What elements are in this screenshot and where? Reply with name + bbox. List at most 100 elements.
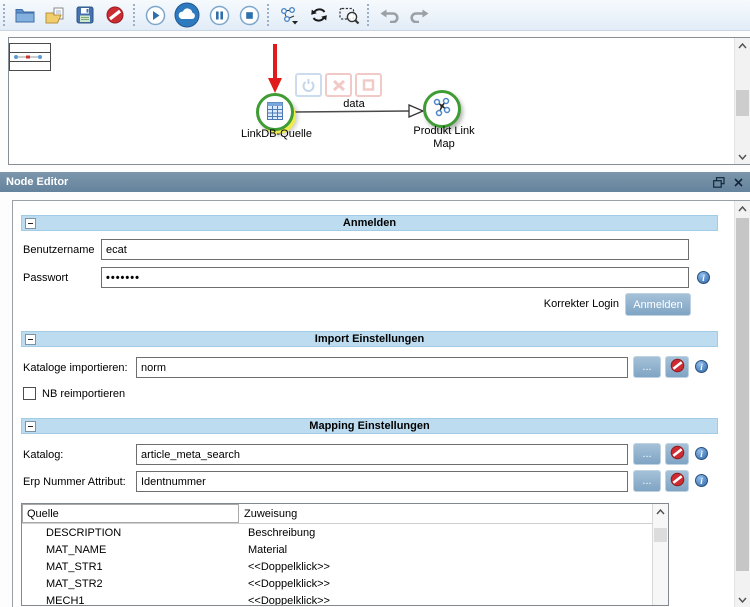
reimport-checkbox[interactable] <box>23 387 36 400</box>
run-button[interactable] <box>142 2 168 28</box>
clear-button[interactable] <box>665 443 689 465</box>
cell-zuweisung[interactable]: Material <box>248 543 288 556</box>
node-editor-panel: Anmelden Benutzername Passwort i Korrekt… <box>12 200 750 607</box>
table-row[interactable]: MAT_STR1 <<Doppelklick>> <box>22 558 668 575</box>
cell-quelle[interactable]: MAT_STR2 <box>46 577 103 590</box>
toolbar-grip[interactable] <box>367 4 369 26</box>
catalog-input[interactable] <box>136 444 628 465</box>
scroll-down-icon[interactable] <box>735 592 750 607</box>
clear-button[interactable] <box>665 356 689 378</box>
collapse-icon[interactable] <box>25 334 36 345</box>
redo-button[interactable] <box>406 2 432 28</box>
workflow-canvas[interactable]: data LinkDB-Quelle Produkt Link Map <box>8 37 750 165</box>
erp-input[interactable] <box>136 471 628 492</box>
cell-quelle[interactable]: MAT_NAME <box>46 543 107 556</box>
toolbar-grip[interactable] <box>267 4 269 26</box>
column-header-quelle[interactable]: Quelle <box>22 504 239 523</box>
browse-button[interactable]: ... <box>633 356 661 378</box>
refresh-button[interactable] <box>306 2 332 28</box>
edge-layer <box>268 44 425 118</box>
collapse-icon[interactable] <box>25 421 36 432</box>
section-title: Anmelden <box>342 217 397 229</box>
close-icon[interactable] <box>734 177 743 187</box>
table-row[interactable]: MECH1 <<Doppelklick>> <box>22 592 668 606</box>
info-icon[interactable]: i <box>695 474 708 487</box>
open-folder-button[interactable] <box>12 2 38 28</box>
panel-title: Node Editor <box>6 176 69 188</box>
stop-button[interactable] <box>236 2 262 28</box>
minimap-graph <box>10 53 50 62</box>
node-linkdb-quelle[interactable] <box>256 93 294 131</box>
reimport-checkbox-label: NB reimportieren <box>42 387 126 400</box>
clear-button[interactable] <box>665 470 689 492</box>
stop-node-icon[interactable] <box>355 73 382 97</box>
forbidden-icon <box>670 445 685 463</box>
info-icon[interactable]: i <box>695 360 708 373</box>
cell-zuweisung[interactable]: <<Doppelklick>> <box>248 577 330 590</box>
play-icon <box>145 5 166 26</box>
cell-quelle[interactable]: DESCRIPTION <box>46 526 122 539</box>
forbidden-icon <box>670 358 685 376</box>
undo-icon <box>380 7 399 23</box>
table-scrollbar[interactable] <box>652 504 668 605</box>
cell-zuweisung[interactable]: Beschreibung <box>248 526 316 539</box>
save-button[interactable] <box>72 2 98 28</box>
table-row[interactable]: MAT_STR2 <<Doppelklick>> <box>22 575 668 592</box>
toolbar-grip[interactable] <box>3 4 5 26</box>
float-window-icon[interactable] <box>713 176 725 188</box>
cell-quelle[interactable]: MECH1 <box>46 594 85 606</box>
scroll-up-icon[interactable] <box>735 201 750 216</box>
catalogs-input[interactable] <box>136 357 628 378</box>
scrollbar-thumb[interactable] <box>736 218 749 571</box>
info-icon[interactable]: i <box>695 447 708 460</box>
undo-button[interactable] <box>376 2 402 28</box>
scrollbar-thumb[interactable] <box>654 528 667 542</box>
catalog-label: Katalog: <box>23 448 64 461</box>
password-input[interactable] <box>101 267 689 288</box>
collapse-icon[interactable] <box>25 218 36 229</box>
minimap[interactable] <box>9 43 51 71</box>
node-produkt-link-map[interactable] <box>423 90 461 128</box>
delete-icon[interactable] <box>325 73 352 97</box>
table-row[interactable]: MAT_NAME Material <box>22 541 668 558</box>
power-icon[interactable] <box>295 73 322 97</box>
info-icon[interactable]: i <box>697 271 710 284</box>
table-icon <box>265 101 285 124</box>
browse-button[interactable]: ... <box>633 470 661 492</box>
pause-button[interactable] <box>206 2 232 28</box>
section-header-anmelden[interactable]: Anmelden <box>21 215 718 231</box>
login-button[interactable]: Anmelden <box>625 293 691 316</box>
username-input[interactable] <box>101 239 689 260</box>
open-file-icon <box>45 7 65 24</box>
cancel-button[interactable] <box>102 2 128 28</box>
cell-zuweisung[interactable]: <<Doppelklick>> <box>248 560 330 573</box>
zoom-selection-icon <box>338 6 360 25</box>
cell-zuweisung[interactable]: <<Doppelklick>> <box>248 594 330 606</box>
redo-icon <box>409 7 429 23</box>
cell-quelle[interactable]: MAT_STR1 <box>46 560 103 573</box>
zoom-selection-button[interactable] <box>336 2 362 28</box>
scroll-up-icon[interactable] <box>735 38 750 53</box>
browse-button[interactable]: ... <box>633 443 661 465</box>
graph-layout-button[interactable] <box>276 2 302 28</box>
save-icon <box>76 6 94 24</box>
section-header-mapping[interactable]: Mapping Einstellungen <box>21 418 718 434</box>
section-header-import[interactable]: Import Einstellungen <box>21 331 718 347</box>
canvas-scrollbar[interactable] <box>734 38 750 164</box>
table-row[interactable]: DESCRIPTION Beschreibung <box>22 524 668 541</box>
import-file-button[interactable] <box>42 2 68 28</box>
scrollbar-thumb[interactable] <box>736 90 749 116</box>
run-cloud-button[interactable] <box>172 2 202 28</box>
toolbar-grip[interactable] <box>133 4 135 26</box>
minimap-row <box>10 44 50 53</box>
forbidden-icon <box>670 472 685 490</box>
column-header-zuweisung[interactable]: Zuweisung <box>244 507 298 520</box>
edge-label: data <box>343 98 365 110</box>
scroll-down-icon[interactable] <box>735 149 750 164</box>
refresh-icon <box>310 6 328 24</box>
scroll-up-icon[interactable] <box>653 504 668 519</box>
node-action-buttons <box>295 73 382 97</box>
folder-icon <box>15 7 35 23</box>
panel-scrollbar[interactable] <box>734 201 750 607</box>
